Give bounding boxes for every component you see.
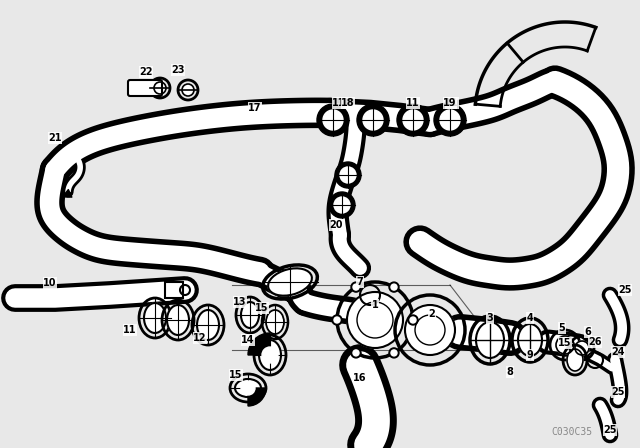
Circle shape bbox=[434, 104, 466, 136]
Circle shape bbox=[182, 84, 194, 96]
Circle shape bbox=[440, 110, 460, 130]
Text: 3: 3 bbox=[486, 313, 493, 323]
Text: 11: 11 bbox=[124, 325, 137, 335]
Text: 10: 10 bbox=[44, 278, 57, 288]
Text: 24: 24 bbox=[611, 347, 625, 357]
Ellipse shape bbox=[567, 349, 583, 371]
Ellipse shape bbox=[518, 324, 542, 356]
Text: 15: 15 bbox=[255, 303, 269, 313]
Ellipse shape bbox=[476, 322, 504, 358]
Text: 9: 9 bbox=[527, 350, 533, 360]
Ellipse shape bbox=[235, 379, 261, 397]
Circle shape bbox=[323, 110, 343, 130]
Circle shape bbox=[329, 192, 355, 218]
Text: 22: 22 bbox=[140, 67, 153, 77]
Text: 7: 7 bbox=[356, 277, 364, 287]
Wedge shape bbox=[248, 333, 270, 355]
Circle shape bbox=[241, 381, 255, 395]
Circle shape bbox=[408, 315, 418, 325]
Circle shape bbox=[353, 350, 359, 356]
Text: 25: 25 bbox=[618, 285, 632, 295]
Circle shape bbox=[335, 162, 361, 188]
Circle shape bbox=[332, 315, 342, 325]
FancyBboxPatch shape bbox=[128, 80, 162, 96]
Text: 25: 25 bbox=[604, 425, 617, 435]
Text: 26: 26 bbox=[588, 337, 602, 347]
Circle shape bbox=[391, 284, 397, 290]
Text: 11: 11 bbox=[332, 98, 346, 108]
Text: 1: 1 bbox=[372, 300, 378, 310]
Text: 4: 4 bbox=[527, 313, 533, 323]
Circle shape bbox=[351, 282, 361, 292]
Circle shape bbox=[389, 348, 399, 358]
Text: 23: 23 bbox=[172, 65, 185, 75]
Text: 15: 15 bbox=[558, 338, 572, 348]
Text: 11: 11 bbox=[445, 98, 459, 108]
Text: 15: 15 bbox=[229, 370, 243, 380]
Circle shape bbox=[397, 104, 429, 136]
Circle shape bbox=[351, 348, 361, 358]
Text: 19: 19 bbox=[444, 98, 457, 108]
Ellipse shape bbox=[197, 310, 219, 340]
Ellipse shape bbox=[241, 302, 259, 328]
Text: 12: 12 bbox=[193, 333, 207, 343]
Circle shape bbox=[154, 82, 166, 94]
Text: 2: 2 bbox=[429, 309, 435, 319]
Text: 25: 25 bbox=[611, 387, 625, 397]
Text: 6: 6 bbox=[584, 327, 591, 337]
Circle shape bbox=[357, 104, 389, 136]
Wedge shape bbox=[248, 388, 266, 406]
Text: 14: 14 bbox=[241, 335, 255, 345]
Text: C030C35: C030C35 bbox=[552, 427, 593, 437]
Circle shape bbox=[334, 197, 350, 213]
FancyArrowPatch shape bbox=[63, 190, 72, 197]
Circle shape bbox=[410, 317, 416, 323]
Circle shape bbox=[556, 336, 574, 354]
Circle shape bbox=[389, 282, 399, 292]
Ellipse shape bbox=[167, 305, 189, 335]
Text: 16: 16 bbox=[353, 373, 367, 383]
Text: 20: 20 bbox=[329, 220, 343, 230]
Text: 5: 5 bbox=[559, 323, 565, 333]
Ellipse shape bbox=[259, 340, 281, 370]
Circle shape bbox=[262, 347, 278, 363]
Text: 8: 8 bbox=[507, 367, 513, 377]
Text: 11: 11 bbox=[406, 98, 420, 108]
Ellipse shape bbox=[266, 310, 284, 334]
Circle shape bbox=[317, 104, 349, 136]
Circle shape bbox=[575, 341, 589, 355]
Text: 13: 13 bbox=[233, 297, 247, 307]
Circle shape bbox=[405, 305, 455, 355]
Ellipse shape bbox=[144, 303, 166, 333]
Circle shape bbox=[347, 292, 403, 348]
Text: 18: 18 bbox=[341, 98, 355, 108]
Text: 17: 17 bbox=[248, 103, 262, 113]
Circle shape bbox=[340, 167, 356, 183]
Circle shape bbox=[353, 284, 359, 290]
Ellipse shape bbox=[268, 268, 312, 296]
Circle shape bbox=[403, 110, 423, 130]
Circle shape bbox=[391, 350, 397, 356]
Circle shape bbox=[334, 317, 340, 323]
Circle shape bbox=[363, 110, 383, 130]
Text: 21: 21 bbox=[48, 133, 61, 143]
FancyBboxPatch shape bbox=[165, 282, 183, 298]
